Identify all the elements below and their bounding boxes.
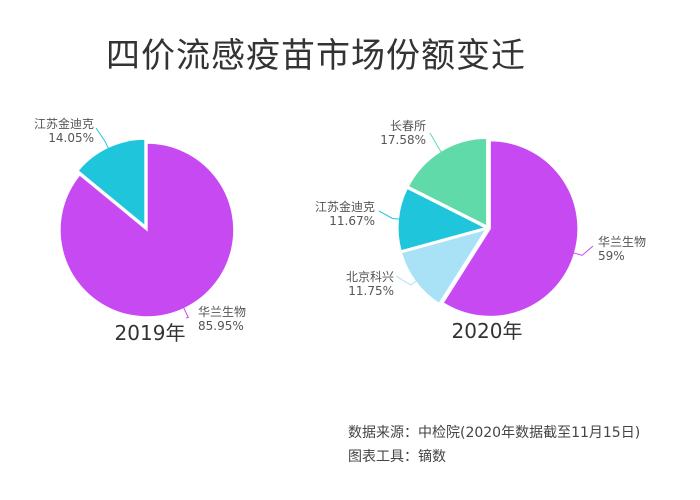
pie1-leader-1 — [95, 127, 109, 149]
chart-title: 四价流感疫苗市场份额变迁 — [106, 36, 526, 76]
pie1-label-value-1: 14.05% — [48, 131, 94, 145]
source-note: 数据来源：中检院(2020年数据截至11月15日) 图表工具：镝数 — [348, 421, 640, 469]
pie2-leader-0 — [573, 245, 594, 256]
pie1-label-value-0: 85.95% — [198, 319, 244, 333]
pie2-label-name-0: 华兰生物 — [598, 235, 646, 249]
pie2-label-name-3: 长春所 — [390, 119, 426, 133]
pie1-label-name-0: 华兰生物 — [198, 305, 246, 319]
pie2-label-value-2: 11.67% — [329, 214, 375, 228]
pie2-leader-2 — [378, 210, 400, 220]
pie2-label-value-0: 59% — [598, 249, 625, 263]
pie2-label-name-1: 北京科兴 — [346, 270, 394, 284]
pie2-label-name-2: 江苏金迪克 — [315, 199, 375, 214]
source-line: 数据来源：中检院(2020年数据截至11月15日) — [348, 425, 641, 441]
pie2-leader-1 — [395, 275, 417, 286]
pie1-caption: 2019年 — [115, 321, 186, 345]
pie2-label-value-1: 11.75% — [348, 284, 394, 298]
pie2-label-value-3: 17.58% — [380, 133, 426, 147]
pie1-leader-0 — [183, 307, 190, 319]
pie2-caption: 2020年 — [452, 319, 523, 343]
pie2-leader-3 — [429, 132, 442, 153]
tool-line: 图表工具：镝数 — [348, 449, 446, 465]
pie1-label-name-1: 江苏金迪克 — [34, 116, 94, 131]
